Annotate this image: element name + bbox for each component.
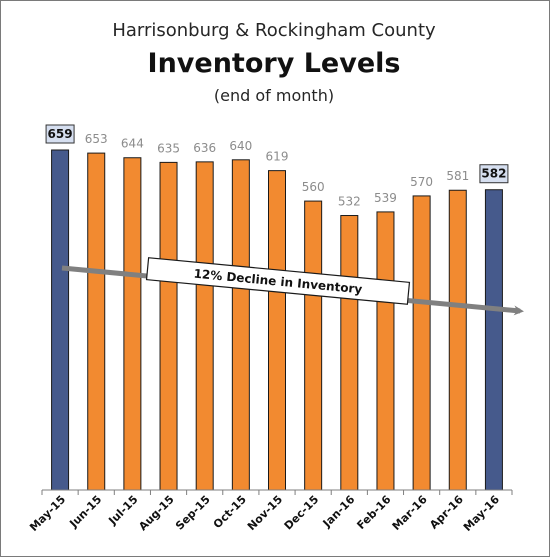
x-tick-label-dec-15: Dec-15	[282, 493, 322, 533]
data-label-jul-15: 644	[121, 137, 144, 151]
data-label-aug-15: 635	[157, 141, 180, 155]
x-tick-label-nov-15: Nov-15	[245, 493, 285, 533]
chart-subtitle: (end of month)	[213, 86, 335, 105]
x-tick-label-may-16: May-16	[461, 493, 502, 534]
bar-jan-16	[340, 215, 359, 491]
bar-feb-16	[376, 211, 395, 491]
bar-nov-15	[268, 170, 286, 491]
data-label-apr-16: 581	[446, 169, 469, 183]
x-tick-label-feb-16: Feb-16	[354, 493, 393, 532]
data-label-box-may-15	[45, 124, 75, 144]
chart-title: Inventory Levels	[147, 48, 401, 79]
x-tick-label-sep-15: Sep-15	[173, 493, 213, 533]
data-label-oct-15: 640	[229, 139, 252, 153]
x-tick-label-oct-15: Oct-15	[211, 493, 249, 531]
bar-aug-15	[159, 161, 178, 491]
x-tick-label-jan-16: Jan-16	[320, 493, 358, 531]
bar-jun-15	[87, 152, 106, 491]
data-label-mar-16: 570	[410, 175, 433, 189]
bar-jul-15	[123, 157, 142, 491]
x-tick-label-aug-15: Aug-15	[136, 493, 176, 533]
bar-oct-15	[231, 159, 250, 491]
decline-label-box	[145, 257, 411, 305]
data-label-nov-15: 619	[266, 150, 289, 164]
data-label-feb-16: 539	[374, 191, 397, 205]
x-tick-label-jun-15: Jun-15	[66, 493, 104, 531]
x-tick-label-mar-16: Mar-16	[390, 493, 430, 533]
bar-apr-16	[448, 189, 467, 491]
x-tick-label-jul-15: Jul-15	[105, 493, 140, 528]
bar-sep-15	[195, 161, 214, 491]
bar-may-16	[484, 189, 503, 491]
data-label-sep-15: 636	[193, 141, 216, 155]
bar-may-15	[51, 149, 70, 491]
data-label-jun-15: 653	[85, 132, 108, 146]
bar-dec-15	[304, 200, 323, 491]
x-tick-label-apr-16: Apr-16	[427, 493, 466, 532]
bar-mar-16	[412, 195, 431, 491]
data-label-may-16: 582	[481, 167, 506, 181]
chart-title-line1: Harrisonburg & Rockingham County	[112, 20, 436, 41]
data-label-box-may-16	[479, 164, 509, 184]
data-label-may-15: 659	[48, 127, 73, 141]
data-label-dec-15: 560	[302, 180, 325, 194]
x-tick-label-may-15: May-15	[27, 493, 68, 534]
data-label-jan-16: 532	[338, 195, 361, 209]
